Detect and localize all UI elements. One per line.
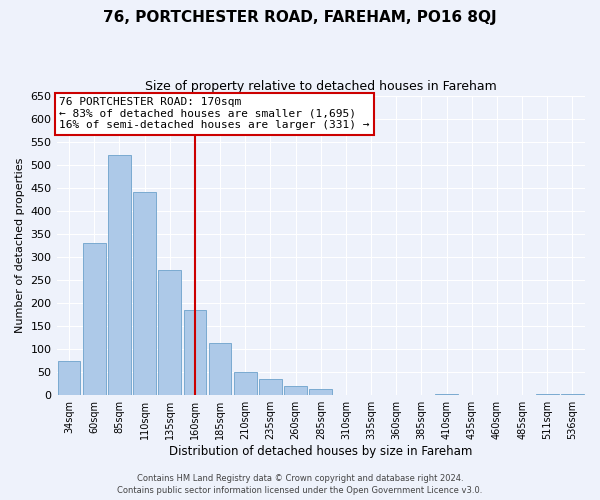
Text: 76 PORTCHESTER ROAD: 170sqm
← 83% of detached houses are smaller (1,695)
16% of : 76 PORTCHESTER ROAD: 170sqm ← 83% of det… <box>59 97 370 130</box>
Bar <box>259 378 282 394</box>
Bar <box>108 156 131 394</box>
Bar <box>209 342 232 394</box>
Bar <box>184 310 206 394</box>
Bar <box>58 361 80 394</box>
Text: Contains HM Land Registry data © Crown copyright and database right 2024.
Contai: Contains HM Land Registry data © Crown c… <box>118 474 482 495</box>
Title: Size of property relative to detached houses in Fareham: Size of property relative to detached ho… <box>145 80 497 93</box>
Bar <box>284 386 307 394</box>
Bar <box>133 192 156 394</box>
Bar <box>83 243 106 394</box>
Bar <box>310 388 332 394</box>
Bar <box>234 372 257 394</box>
X-axis label: Distribution of detached houses by size in Fareham: Distribution of detached houses by size … <box>169 444 472 458</box>
Bar <box>158 270 181 394</box>
Y-axis label: Number of detached properties: Number of detached properties <box>15 158 25 333</box>
Text: 76, PORTCHESTER ROAD, FAREHAM, PO16 8QJ: 76, PORTCHESTER ROAD, FAREHAM, PO16 8QJ <box>103 10 497 25</box>
